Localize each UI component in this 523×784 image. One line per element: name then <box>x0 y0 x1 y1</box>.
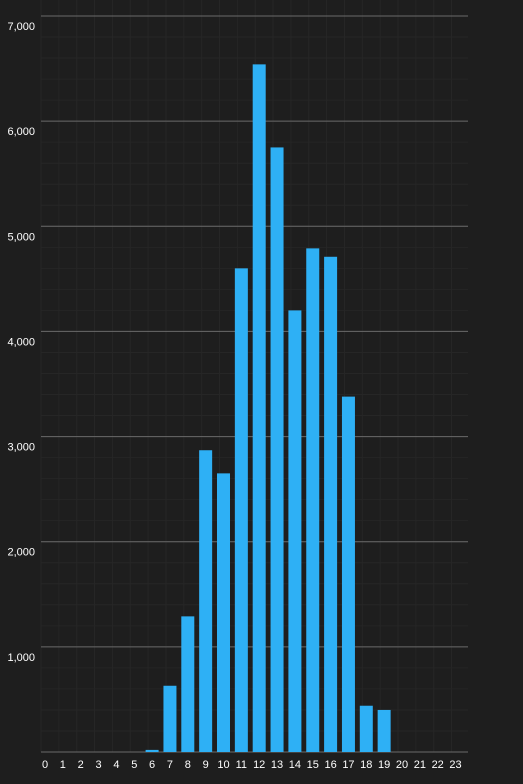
x-axis-ticks: 0 1 2 3 4 5 6 7 8 9 10 11 12 13 14 15 16 17 18 19 20 21 22 23 <box>42 759 462 771</box>
bar-14 <box>288 310 302 752</box>
x-tick-label: 21 <box>414 759 426 771</box>
x-tick-label: 12 <box>253 759 265 771</box>
bars <box>145 64 391 752</box>
bar-6 <box>145 749 159 752</box>
bar-11 <box>234 268 248 752</box>
bar-17 <box>341 396 355 752</box>
bar-19 <box>377 709 391 752</box>
bar-9 <box>199 450 213 752</box>
x-tick-label: 23 <box>449 759 461 771</box>
y-tick-label: 5,000 <box>7 231 35 243</box>
x-tick-label: 7 <box>167 759 173 771</box>
bar-12 <box>252 64 266 752</box>
x-tick-label: 16 <box>324 759 336 771</box>
x-tick-label: 5 <box>131 759 137 771</box>
bar-16 <box>324 256 338 752</box>
bar-13 <box>270 147 284 752</box>
x-tick-label: 8 <box>185 759 191 771</box>
y-axis-ticks: 1,000 2,000 3,000 4,000 5,000 6,000 7,000 <box>7 21 35 664</box>
x-tick-label: 11 <box>236 759 247 771</box>
x-tick-label: 3 <box>95 759 101 771</box>
y-tick-label: 2,000 <box>7 547 35 559</box>
x-tick-label: 20 <box>396 759 408 771</box>
x-tick-label: 17 <box>342 759 354 771</box>
y-tick-label: 7,000 <box>7 21 35 33</box>
x-tick-label: 13 <box>271 759 283 771</box>
bar-8 <box>181 616 195 752</box>
y-tick-label: 1,000 <box>7 652 35 664</box>
x-tick-label: 4 <box>113 759 119 771</box>
y-tick-label: 3,000 <box>7 442 35 454</box>
x-tick-label: 10 <box>217 759 229 771</box>
x-tick-label: 0 <box>42 759 48 771</box>
x-tick-label: 2 <box>78 759 84 771</box>
x-tick-label: 19 <box>378 759 390 771</box>
y-tick-label: 4,000 <box>7 336 35 348</box>
x-tick-label: 14 <box>289 759 301 771</box>
bar-7 <box>163 685 177 752</box>
x-tick-label: 18 <box>360 759 372 771</box>
x-tick-label: 22 <box>432 759 444 771</box>
bar-18 <box>359 705 373 752</box>
bar-10 <box>217 473 230 752</box>
x-tick-label: 6 <box>149 759 155 771</box>
x-tick-label: 9 <box>203 759 209 771</box>
x-tick-label: 15 <box>307 759 319 771</box>
x-tick-label: 1 <box>60 759 66 771</box>
bar-15 <box>306 248 320 752</box>
y-tick-label: 6,000 <box>7 126 35 138</box>
